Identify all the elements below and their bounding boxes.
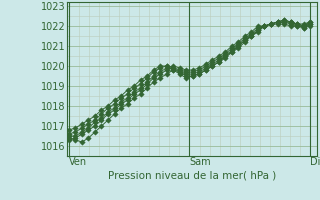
- X-axis label: Pression niveau de la mer( hPa ): Pression niveau de la mer( hPa ): [108, 170, 276, 180]
